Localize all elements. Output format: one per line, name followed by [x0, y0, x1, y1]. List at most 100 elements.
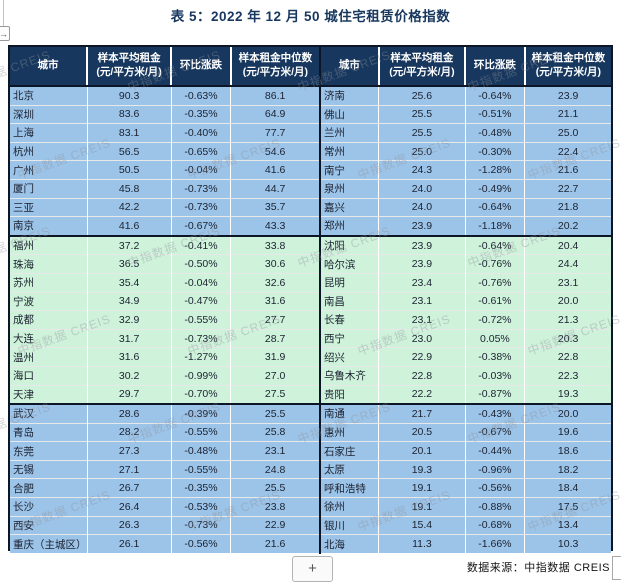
data-source-label: 数据来源：中指数据 CREIS — [466, 562, 610, 574]
city-cell: 合肥 — [10, 478, 88, 499]
table-row: 长沙 26.4 -0.53% 23.8 — [10, 497, 319, 517]
mom-change-cell: -0.55% — [171, 460, 232, 480]
avg-rent-cell: 26.7 — [87, 478, 172, 499]
city-cell: 贵阳 — [319, 385, 380, 405]
mom-change-cell: -0.04% — [171, 160, 232, 180]
median-rent-cell: 25.5 — [230, 403, 319, 424]
median-rent-cell: 25.5 — [230, 478, 319, 499]
median-rent-cell: 86.1 — [230, 86, 319, 106]
table-row: 重庆（主城区） 26.1 -0.56% 21.6 — [10, 534, 319, 554]
median-rent-cell: 27.7 — [230, 310, 319, 330]
mom-change-cell: -0.87% — [465, 385, 526, 405]
avg-rent-cell: 29.7 — [87, 385, 172, 405]
table-row: 乌鲁木齐 22.8 -0.03% 22.3 — [319, 366, 611, 386]
table-row: 东莞 27.3 -0.48% 23.1 — [10, 441, 319, 461]
city-cell: 福州 — [10, 234, 88, 256]
mom-change-cell: -0.39% — [171, 403, 232, 424]
table-row: 长春 23.1 -0.72% 21.3 — [319, 310, 611, 330]
table-row: 呼和浩特 19.1 -0.56% 18.4 — [319, 478, 611, 499]
mom-change-cell: -1.27% — [171, 347, 232, 367]
table-row: 成都 32.9 -0.55% 27.7 — [10, 310, 319, 330]
median-rent-cell: 13.4 — [524, 516, 611, 536]
mom-change-cell: -0.51% — [465, 105, 526, 125]
table-row: 南昌 23.1 -0.61% 20.0 — [319, 292, 611, 312]
avg-rent-cell: 26.1 — [87, 534, 172, 554]
mom-change-cell: -1.28% — [465, 160, 526, 180]
avg-rent-cell: 32.9 — [87, 310, 172, 330]
col-header-city: 城市 — [319, 47, 380, 87]
table-row: 惠州 20.5 -0.67% 19.6 — [319, 423, 611, 443]
col-header-city: 城市 — [10, 47, 88, 87]
city-cell: 绍兴 — [319, 347, 380, 367]
avg-rent-cell: 50.5 — [87, 160, 172, 180]
arrow-right-icon[interactable]: → — [0, 26, 10, 41]
median-rent-cell: 23.8 — [230, 497, 319, 517]
mom-change-cell: -0.48% — [465, 123, 526, 143]
mom-change-cell: -1.18% — [465, 216, 526, 237]
median-rent-cell: 23.1 — [230, 441, 319, 461]
avg-rent-cell: 23.1 — [378, 310, 466, 330]
table-row: 西宁 23.0 0.05% 20.3 — [319, 329, 611, 349]
mom-change-cell: -0.64% — [465, 198, 526, 218]
table-row: 三亚 42.2 -0.73% 35.7 — [10, 198, 319, 218]
median-rent-cell: 22.3 — [524, 366, 611, 386]
median-rent-cell: 20.4 — [524, 234, 611, 256]
mom-change-cell: -0.04% — [171, 273, 232, 293]
table-row: 昆明 23.4 -0.76% 23.1 — [319, 273, 611, 293]
city-cell: 无锡 — [10, 460, 88, 480]
table-row: 无锡 27.1 -0.55% 24.8 — [10, 460, 319, 480]
table-row: 天津 29.7 -0.70% 27.5 — [10, 385, 319, 405]
zoom-in-button[interactable]: + — [292, 556, 333, 582]
city-cell: 西安 — [10, 516, 88, 536]
median-rent-cell: 27.5 — [230, 385, 319, 405]
corner-box-fragment — [612, 556, 621, 580]
mom-change-cell: -0.88% — [465, 497, 526, 517]
median-rent-cell: 10.3 — [524, 534, 611, 554]
rent-index-table: 城市 样本平均租金 (元/平方米/月) 环比涨跌 样本租金中位数 (元/平方米/月)… — [8, 45, 613, 554]
city-cell: 沈阳 — [319, 234, 380, 256]
mom-change-cell: -0.73% — [171, 179, 232, 199]
median-rent-cell: 43.3 — [230, 216, 319, 237]
median-rent-cell: 20.3 — [524, 329, 611, 349]
mom-change-cell: -0.76% — [465, 254, 526, 274]
avg-rent-cell: 24.3 — [378, 160, 466, 180]
avg-rent-cell: 83.1 — [87, 123, 172, 143]
table-row: 苏州 35.4 -0.04% 32.6 — [10, 273, 319, 293]
median-rent-cell: 33.8 — [230, 234, 319, 256]
table-row: 西安 26.3 -0.73% 22.9 — [10, 516, 319, 536]
table-row: 珠海 36.5 -0.50% 30.6 — [10, 254, 319, 274]
city-cell: 乌鲁木齐 — [319, 366, 380, 386]
avg-rent-cell: 24.0 — [378, 198, 466, 218]
header-row: 城市 样本平均租金 (元/平方米/月) 环比涨跌 样本租金中位数 (元/平方米/月) — [319, 47, 611, 87]
avg-rent-cell: 15.4 — [378, 516, 466, 536]
median-rent-cell: 17.5 — [524, 497, 611, 517]
city-cell: 厦门 — [10, 179, 88, 199]
city-cell: 北海 — [319, 534, 380, 554]
city-cell: 杭州 — [10, 142, 88, 162]
mom-change-cell: -0.99% — [171, 366, 232, 386]
city-cell: 泉州 — [319, 179, 380, 199]
city-cell: 三亚 — [10, 198, 88, 218]
mom-change-cell: -0.72% — [465, 310, 526, 330]
city-cell: 郑州 — [319, 216, 380, 237]
avg-rent-cell: 90.3 — [87, 86, 172, 106]
avg-rent-cell: 42.2 — [87, 198, 172, 218]
mom-change-cell: -0.55% — [171, 423, 232, 443]
table-row: 北京 90.3 -0.63% 86.1 — [10, 86, 319, 106]
city-cell: 太原 — [319, 460, 380, 480]
median-rent-cell: 22.4 — [524, 142, 611, 162]
city-cell: 海口 — [10, 366, 88, 386]
avg-rent-cell: 24.0 — [378, 179, 466, 199]
mom-change-cell: -0.49% — [465, 179, 526, 199]
table-row: 南通 21.7 -0.43% 20.0 — [319, 403, 611, 424]
mom-change-cell: 0.05% — [465, 329, 526, 349]
table-row: 哈尔滨 23.9 -0.76% 24.4 — [319, 254, 611, 274]
median-rent-cell: 21.3 — [524, 310, 611, 330]
avg-rent-cell: 36.5 — [87, 254, 172, 274]
avg-rent-cell: 20.5 — [378, 423, 466, 443]
median-rent-cell: 22.7 — [524, 179, 611, 199]
avg-rent-cell: 25.6 — [378, 86, 466, 106]
table-row: 泉州 24.0 -0.49% 22.7 — [319, 179, 611, 199]
avg-rent-cell: 25.5 — [378, 123, 466, 143]
mom-change-cell: -0.48% — [171, 441, 232, 461]
